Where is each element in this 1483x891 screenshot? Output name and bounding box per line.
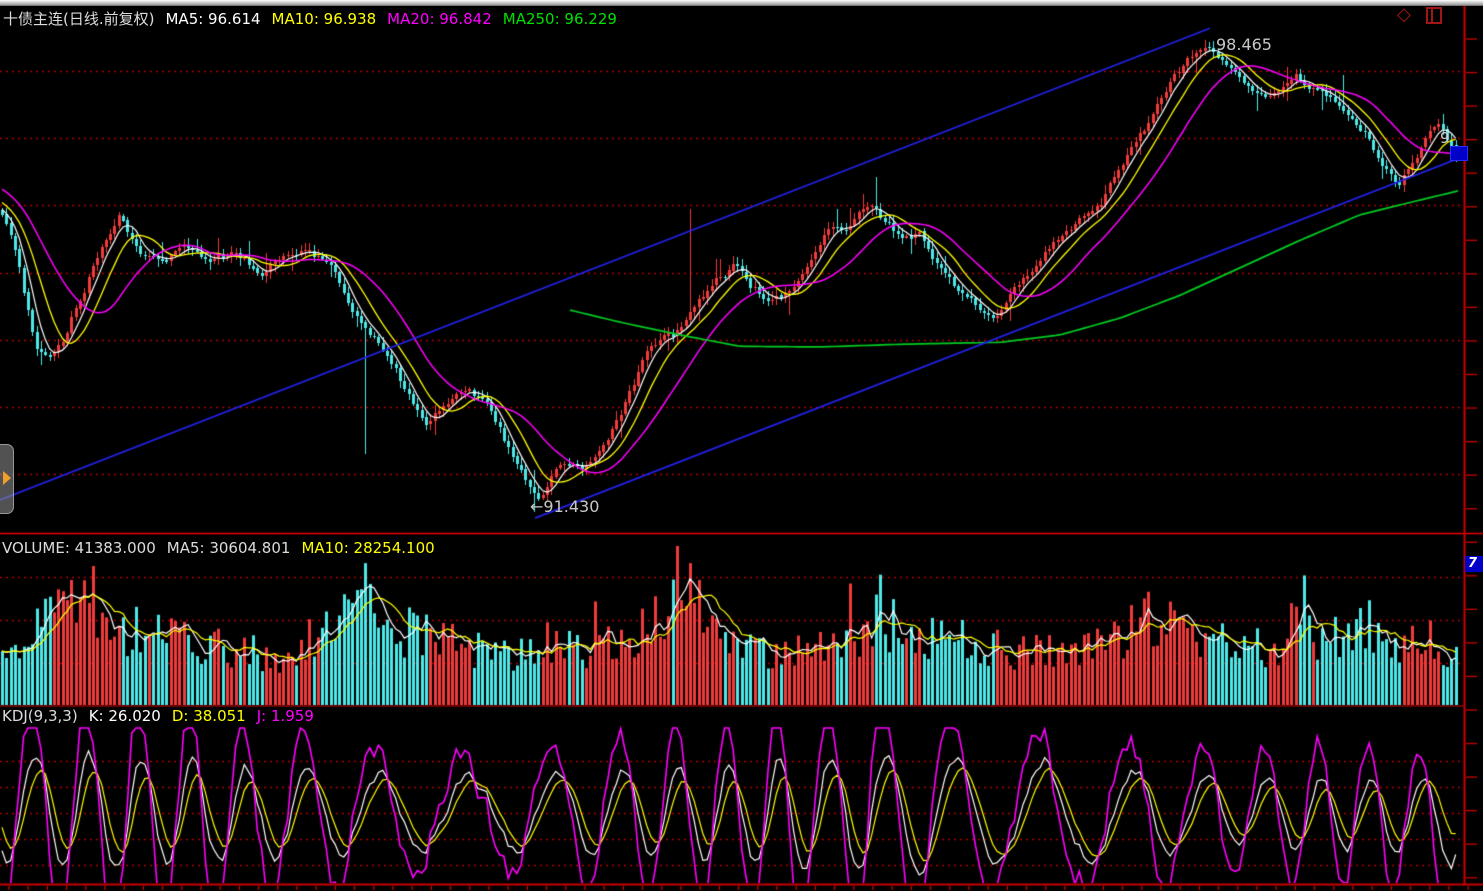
kdj-k-value: K: 26.020 [88, 707, 161, 725]
symbol-title: 十债主连(日线.前复权) [3, 10, 155, 28]
split-window-icon-divider [1431, 9, 1433, 22]
sidebar-expand-tab[interactable] [0, 444, 14, 514]
ma5-value: MA5: 96.614 [165, 10, 261, 28]
volume-axis-tag: 7 [1465, 556, 1483, 572]
last-price-tag [1450, 146, 1468, 161]
diamond-icon[interactable]: ◇ [1397, 4, 1411, 25]
volume-ma10-value: MA10: 28254.100 [301, 539, 435, 557]
kline-pane-title: 十债主连(日线.前复权) MA5: 96.614 MA10: 96.938 MA20:… [3, 11, 628, 28]
high-price-annotation: 98.465 [1216, 35, 1272, 54]
kdj-d-value: D: 38.051 [171, 707, 246, 725]
volume-pane-title: VOLUME: 41383.000 MA5: 30604.801 MA10: 282… [2, 540, 446, 557]
low-price-annotation: ←91.430 [530, 497, 600, 516]
volume-ma5-value: MA5: 30604.801 [166, 539, 291, 557]
volume-value: VOLUME: 41383.000 [2, 539, 156, 557]
kdj-indicator-label: KDJ(9,3,3) [2, 707, 78, 725]
ma10-value: MA10: 96.938 [271, 10, 377, 28]
ma20-value: MA20: 96.842 [387, 10, 492, 28]
ma250-value: MA250: 96.229 [502, 10, 617, 28]
kdj-j-value: J: 1.959 [256, 707, 314, 725]
axis-price-partial-label: 9 [1440, 129, 1450, 147]
split-window-icon[interactable] [1426, 7, 1442, 24]
window-top-edge [0, 0, 1483, 6]
expand-arrow-icon [3, 471, 11, 485]
kdj-pane-title: KDJ(9,3,3) K: 26.020 D: 38.051 J: 1.959 [2, 708, 325, 725]
